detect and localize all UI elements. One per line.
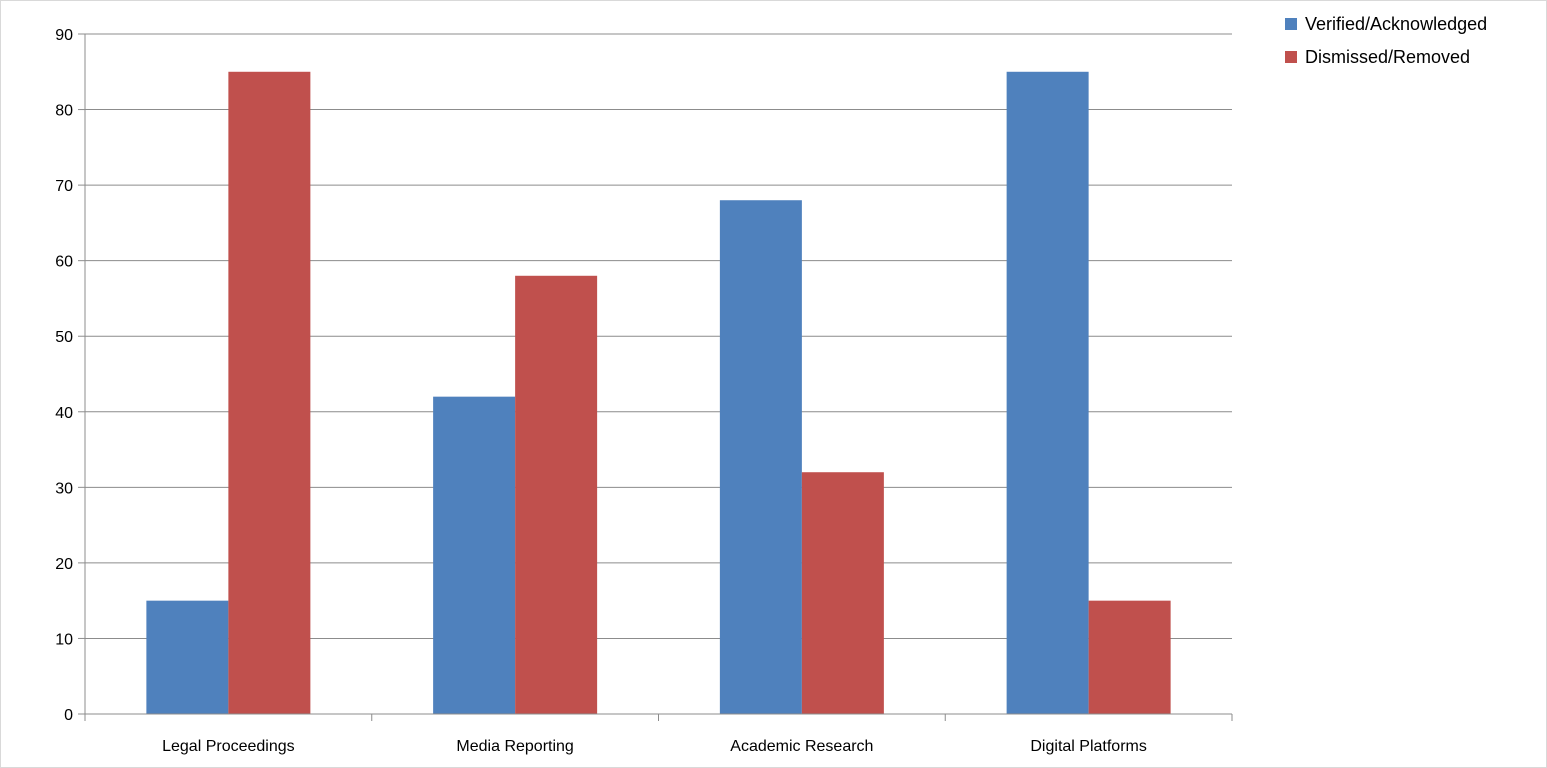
y-tick-label: 40 [55,405,73,422]
x-tick-label: Digital Platforms [1030,738,1146,755]
y-tick-label: 60 [55,254,73,271]
y-tick-label: 80 [55,103,73,120]
legend-swatch [1285,51,1297,63]
y-tick-label: 70 [55,178,73,195]
x-tick-label: Media Reporting [456,738,573,755]
legend: Verified/Acknowledged Dismissed/Removed [1285,14,1487,67]
legend-label: Verified/Acknowledged [1305,14,1487,34]
y-tick-label: 10 [55,631,73,648]
bar [719,200,802,714]
legend-label: Dismissed/Removed [1305,47,1470,67]
y-tick-label: 20 [55,556,73,573]
legend-swatch [1285,18,1297,30]
y-tick-label: 30 [55,480,73,497]
y-tick-label: 90 [55,27,73,44]
bar [801,472,884,714]
x-tick-label: Legal Proceedings [162,738,295,755]
bar [433,396,516,714]
x-tick-label: Academic Research [730,738,873,755]
bar [1088,600,1171,714]
axes: 0 10 20 30 40 50 60 70 80 90 Legal Proceedings Medi… [55,27,1233,755]
y-tick-label: 0 [64,707,73,724]
bar [515,275,598,714]
bars [146,71,1171,715]
bar [228,71,311,715]
y-tick-label: 50 [55,329,73,346]
bar [1006,71,1089,715]
bar [146,600,229,714]
